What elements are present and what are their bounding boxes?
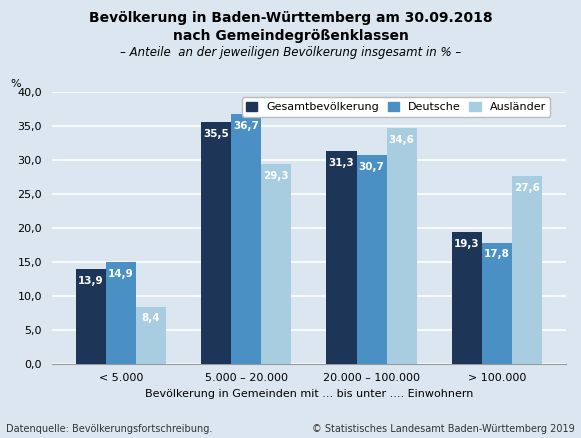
Text: 30,7: 30,7 bbox=[358, 162, 385, 172]
Text: 35,5: 35,5 bbox=[203, 129, 229, 139]
Bar bbox=[327, 151, 357, 364]
Text: 14,9: 14,9 bbox=[108, 269, 134, 279]
Bar bbox=[76, 269, 106, 364]
Text: Datenquelle: Bevölkerungsfortschreibung.: Datenquelle: Bevölkerungsfortschreibung. bbox=[6, 424, 212, 434]
Bar bbox=[452, 233, 482, 364]
Bar bbox=[261, 165, 291, 364]
Bar bbox=[512, 176, 542, 364]
Y-axis label: %: % bbox=[10, 79, 21, 89]
Bar bbox=[482, 243, 512, 364]
Text: Bevölkerung in Baden-Württemberg am 30.09.2018
nach Gemeindegrößenklassen: Bevölkerung in Baden-Württemberg am 30.0… bbox=[89, 11, 492, 43]
Text: 8,4: 8,4 bbox=[142, 313, 160, 323]
X-axis label: Bevölkerung in Gemeinden mit ... bis unter .... Einwohnern: Bevölkerung in Gemeinden mit ... bis unt… bbox=[145, 389, 473, 399]
Text: 36,7: 36,7 bbox=[234, 121, 259, 131]
Bar bbox=[136, 307, 166, 364]
Text: 19,3: 19,3 bbox=[454, 239, 480, 249]
Text: © Statistisches Landesamt Baden-Württemberg 2019: © Statistisches Landesamt Baden-Württemb… bbox=[313, 424, 575, 434]
Text: 34,6: 34,6 bbox=[389, 135, 415, 145]
Text: 29,3: 29,3 bbox=[264, 171, 289, 181]
Bar bbox=[106, 262, 136, 364]
Bar bbox=[201, 122, 231, 364]
Text: 27,6: 27,6 bbox=[514, 183, 540, 193]
Legend: Gesamtbevölkerung, Deutsche, Ausländer: Gesamtbevölkerung, Deutsche, Ausländer bbox=[242, 97, 550, 117]
Bar bbox=[231, 114, 261, 364]
Text: 31,3: 31,3 bbox=[329, 158, 354, 168]
Bar bbox=[387, 128, 417, 364]
Text: 13,9: 13,9 bbox=[78, 276, 103, 286]
Bar bbox=[357, 155, 387, 364]
Text: – Anteile  an der jeweiligen Bevölkerung insgesamt in % –: – Anteile an der jeweiligen Bevölkerung … bbox=[120, 46, 461, 59]
Text: 17,8: 17,8 bbox=[484, 250, 510, 259]
